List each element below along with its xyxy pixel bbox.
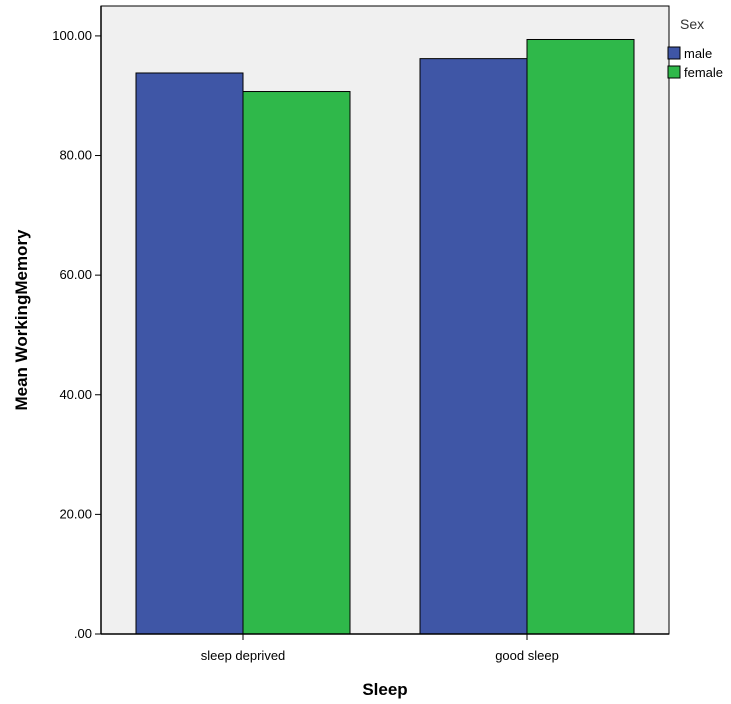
bar-female-1 bbox=[526, 38, 635, 635]
legend-swatch-female bbox=[667, 65, 681, 79]
bar-male-1 bbox=[419, 58, 528, 635]
y-tick-label: .00 bbox=[74, 626, 92, 641]
legend: Sex male female bbox=[667, 16, 723, 80]
y-tick-label: 20.00 bbox=[59, 506, 92, 521]
legend-swatch-male bbox=[667, 46, 681, 60]
legend-label-male: male bbox=[684, 46, 712, 61]
legend-title: Sex bbox=[680, 16, 704, 32]
legend-label-female: female bbox=[684, 65, 723, 80]
x-axis-title: Sleep bbox=[362, 680, 407, 699]
bar-female-0 bbox=[242, 91, 351, 635]
bar-male-0 bbox=[135, 72, 244, 635]
y-tick-label: 40.00 bbox=[59, 387, 92, 402]
x-tick-label: sleep deprived bbox=[201, 648, 286, 663]
y-tick-label: 60.00 bbox=[59, 267, 92, 282]
x-tick-label: good sleep bbox=[495, 648, 559, 663]
x-axis: sleep deprived good sleep bbox=[201, 634, 559, 663]
y-axis: .00 20.00 40.00 60.00 80.00 100.00 bbox=[52, 28, 101, 641]
y-axis-title: Mean WorkingMemory bbox=[12, 229, 31, 411]
bars-group bbox=[135, 38, 635, 635]
y-tick-label: 100.00 bbox=[52, 28, 92, 43]
y-tick-label: 80.00 bbox=[59, 148, 92, 163]
